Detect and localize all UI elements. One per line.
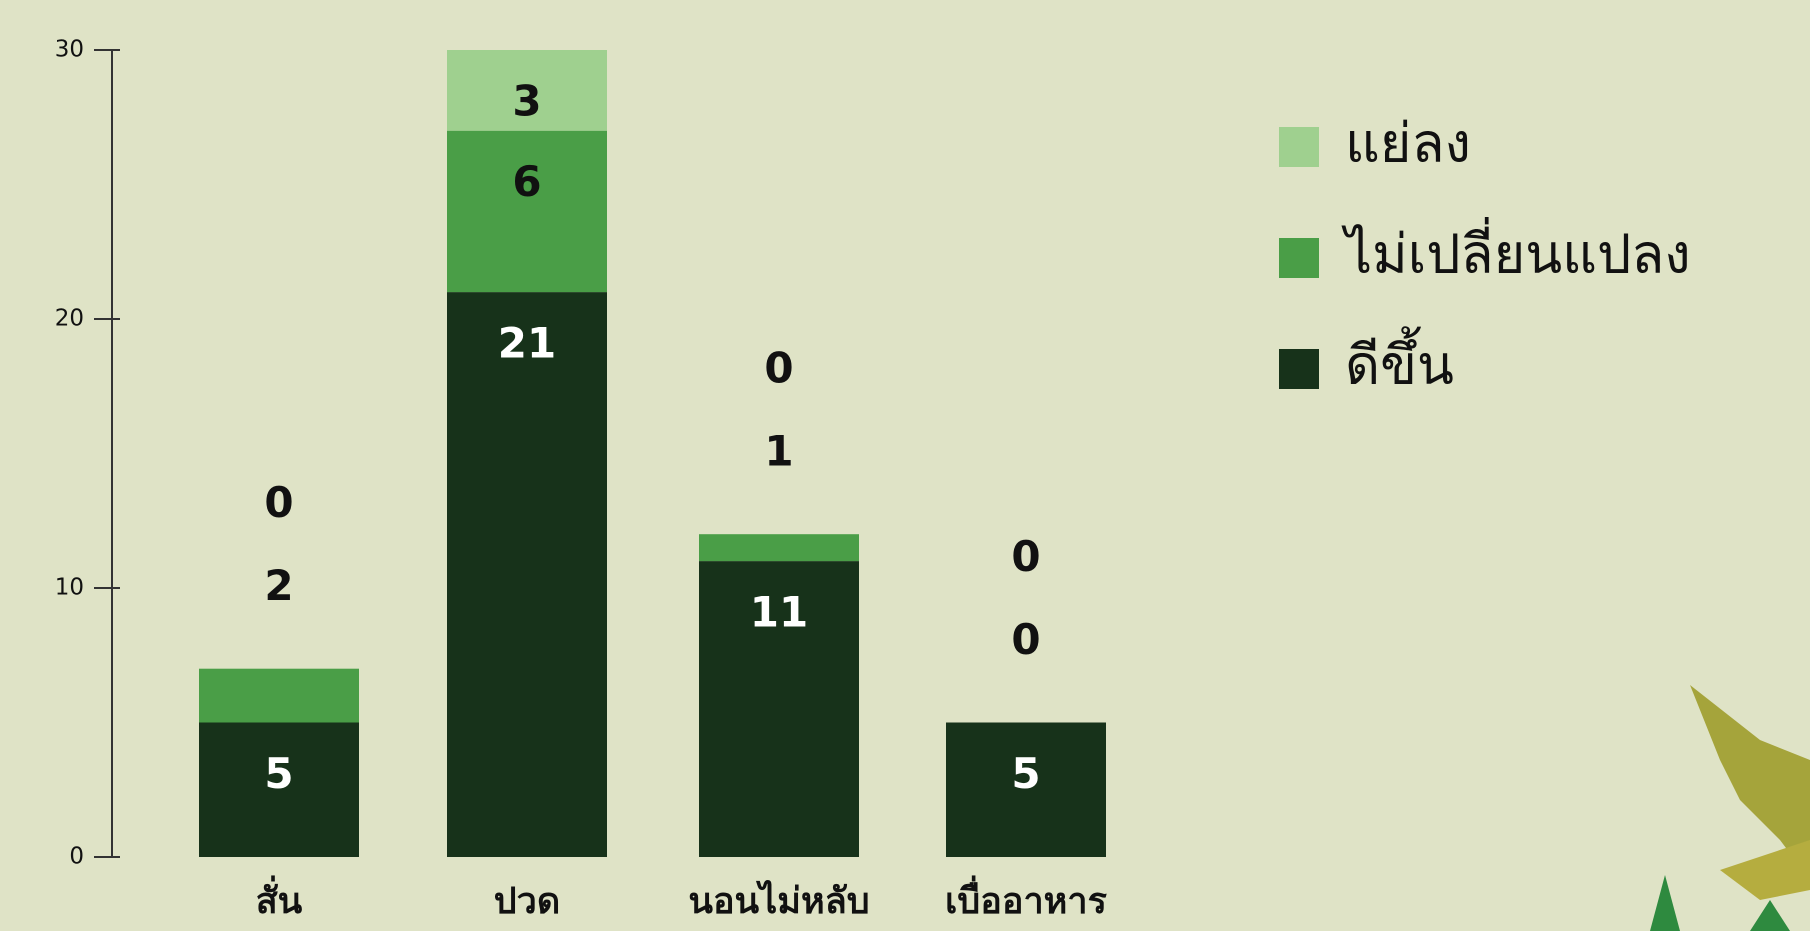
value-label: 2 <box>264 561 293 610</box>
leaf <box>1750 900 1790 931</box>
bar-segment <box>447 50 607 131</box>
x-tick-label: นอนไม่หลับ <box>688 879 869 922</box>
legend-label: แย่ลง <box>1345 112 1471 175</box>
legend-swatch <box>1279 349 1319 389</box>
leaf <box>1690 685 1810 880</box>
y-tick-label: 30 <box>55 37 84 63</box>
leaf <box>1720 840 1810 900</box>
value-label: 0 <box>264 478 293 527</box>
value-label: 0 <box>764 344 793 393</box>
y-tick-label: 10 <box>55 575 84 601</box>
legend-label: ไม่เปลี่ยนแปลง <box>1341 217 1691 286</box>
bar-segment <box>199 668 359 723</box>
value-label: 5 <box>1011 749 1040 798</box>
value-label: 0 <box>1011 532 1040 581</box>
bar-segment <box>946 722 1106 857</box>
x-tick-label: สั่น <box>256 875 303 922</box>
value-label: 1 <box>764 427 793 476</box>
legend-label: ดีขึ้น <box>1345 327 1454 397</box>
value-label: 11 <box>750 588 808 637</box>
value-label: 5 <box>264 749 293 798</box>
legend-swatch <box>1279 238 1319 278</box>
value-label: 6 <box>512 157 541 206</box>
value-label: 3 <box>512 77 541 126</box>
bar-segment <box>447 130 607 293</box>
bar-segment <box>199 722 359 857</box>
x-tick-label: ปวด <box>494 881 560 922</box>
value-label: 21 <box>498 319 556 368</box>
y-tick-label: 0 <box>69 844 84 870</box>
y-tick-label: 20 <box>55 306 84 332</box>
bar-segment <box>699 534 859 562</box>
x-tick-label: เบื่ออาหาร <box>945 875 1108 922</box>
decoration-leaves <box>1650 685 1810 931</box>
legend-swatch <box>1279 127 1319 167</box>
value-label: 0 <box>1011 615 1040 664</box>
bar-segment <box>447 292 607 858</box>
bar-segment <box>699 561 859 857</box>
leaf <box>1650 875 1680 931</box>
